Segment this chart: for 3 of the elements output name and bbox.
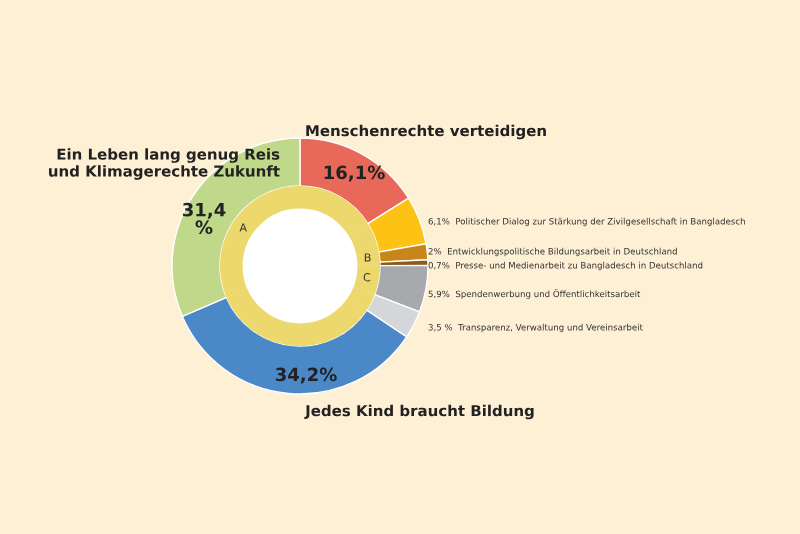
data-label: 34,2% [275,367,337,384]
data-label: 31,4 % [182,202,226,234]
data-label: 16,1% [324,165,385,182]
